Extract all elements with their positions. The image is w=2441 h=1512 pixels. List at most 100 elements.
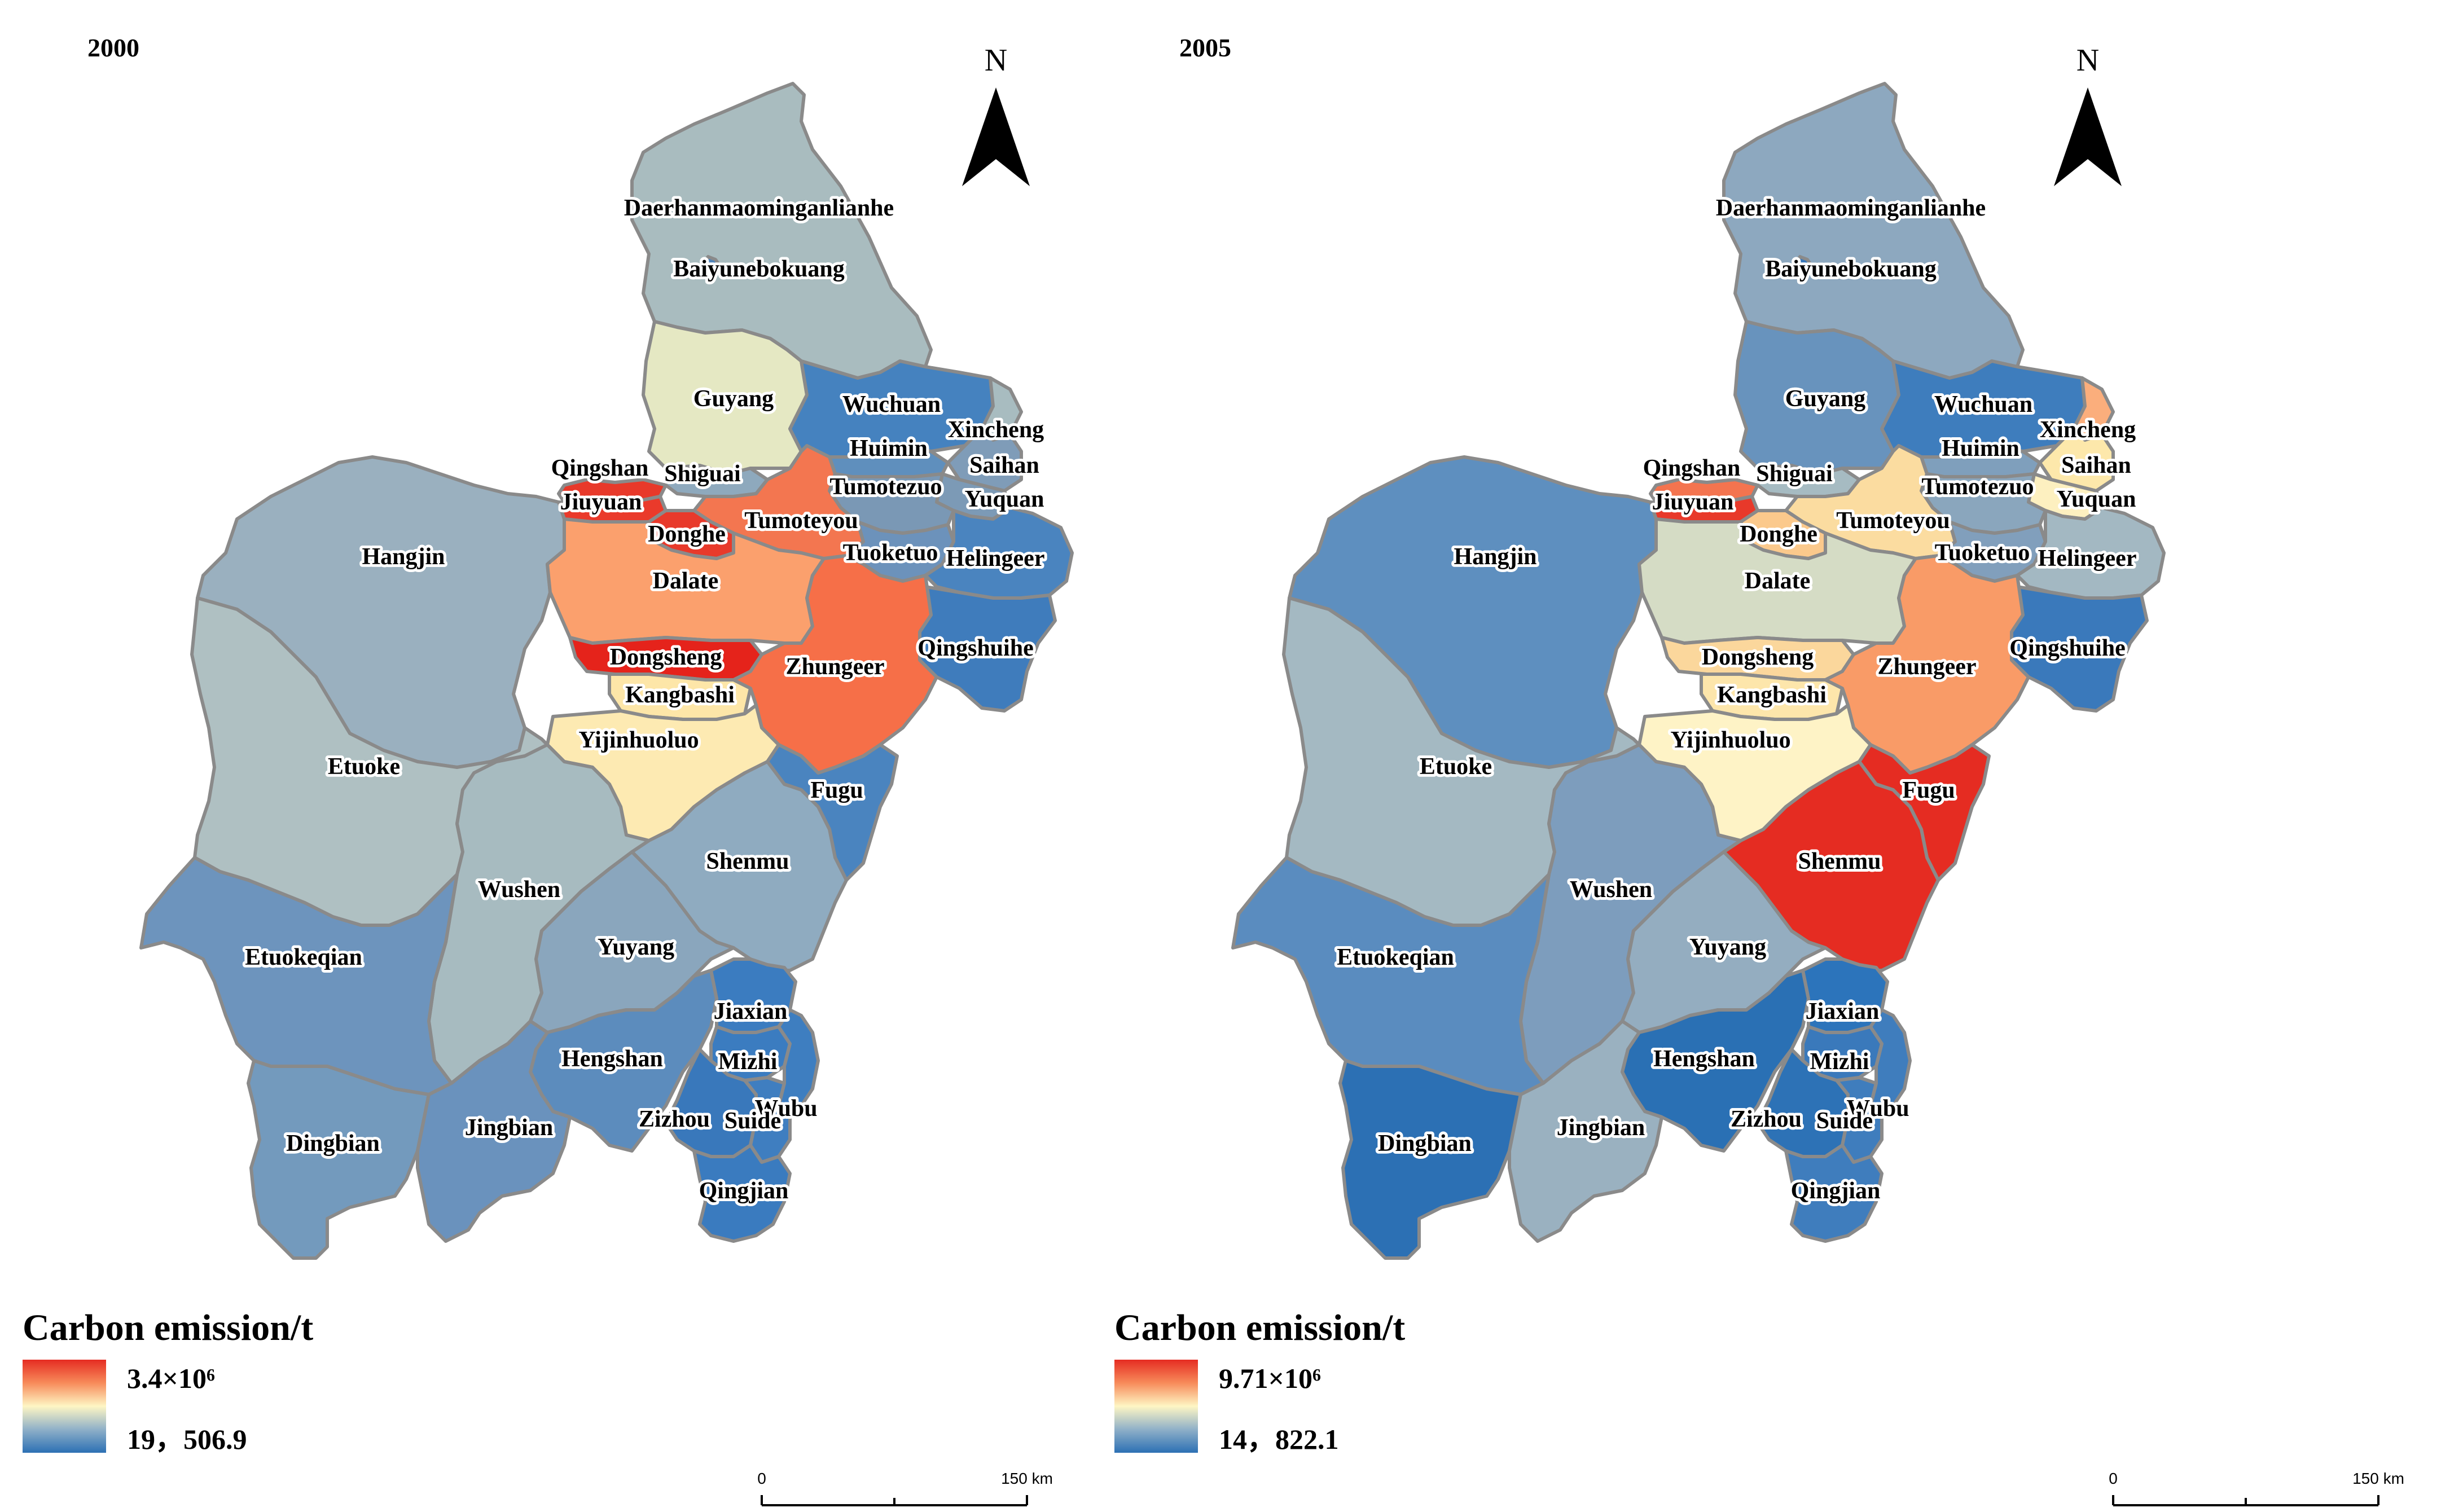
- region-label-wushen: Wushen: [1570, 877, 1652, 903]
- map-year-label: 2000: [87, 33, 139, 62]
- region-label-qingjian: Qingjian: [1791, 1178, 1881, 1204]
- region-label-helingeer: Helingeer: [2038, 546, 2137, 572]
- region-mizhi: [1801, 1025, 1884, 1082]
- legend: Carbon emission/t 9.71×10⁶ 14，822.1: [1114, 1307, 1405, 1455]
- region-suide: [743, 1076, 792, 1164]
- map-year-label: 2005: [1179, 33, 1231, 62]
- region-polygons: [139, 82, 1074, 1260]
- region-label-mizhi: Mizhi: [1810, 1049, 1869, 1075]
- region-label-zhungeer: Zhungeer: [1877, 654, 1976, 680]
- region-label-guyang: Guyang: [693, 386, 774, 412]
- region-label-qingshuihe: Qingshuihe: [2009, 635, 2125, 661]
- region-label-suide: Suide: [1816, 1108, 1873, 1134]
- region-label-jiuyuan: Jiuyuan: [560, 489, 642, 515]
- region-labels: Daerhanmaominganlianhe Guyang Wuchuan Xinch…: [242, 192, 1047, 1207]
- region-label-yijinhuoluo: Yijinhuoluo: [578, 727, 699, 753]
- region-qingjian: [1784, 1144, 1884, 1243]
- region-label-saihan: Saihan: [969, 452, 1039, 478]
- region-jingbian: [416, 1019, 572, 1243]
- legend: Carbon emission/t 3.4×10⁶ 19，506.9: [23, 1307, 313, 1455]
- region-saihan: [2038, 427, 2115, 493]
- region-label-zhungeer: Zhungeer: [785, 654, 884, 680]
- region-label-kangbashi: Kangbashi: [1717, 682, 1827, 708]
- region-label-qingshan: Qingshan: [1643, 455, 1741, 481]
- region-label-yuquan: Yuquan: [2057, 486, 2136, 512]
- north-label: N: [985, 43, 1007, 78]
- region-label-daerhanmaominganlianhe: Daerhanmaominganlianhe: [1716, 195, 1986, 221]
- region-saihan: [946, 427, 1023, 493]
- region-label-jingbian: Jingbian: [1557, 1115, 1645, 1141]
- region-label-dongsheng: Dongsheng: [610, 644, 722, 670]
- north-arrow-icon: [2054, 87, 2122, 186]
- region-dingbian: [1338, 1059, 1522, 1260]
- region-label-kangbashi: Kangbashi: [625, 682, 735, 708]
- region-label-yuyang: Yuyang: [598, 934, 674, 960]
- region-label-shenmu: Shenmu: [1798, 849, 1881, 874]
- region-label-dalate: Dalate: [653, 568, 719, 594]
- region-label-shiguai: Shiguai: [1756, 461, 1833, 487]
- legend-color-ramp: [23, 1360, 106, 1453]
- region-label-qingshuihe: Qingshuihe: [917, 635, 1033, 661]
- region-label-zizhou: Zizhou: [1731, 1106, 1802, 1132]
- region-label-etuokeqian: Etuokeqian: [245, 944, 362, 970]
- map-panel-2005: 2005 Daerhanmaominganlianhe Guyang Wuchuan X…: [1114, 33, 2404, 1506]
- scale-end-label: 150 km: [2352, 1470, 2404, 1487]
- region-qingjian: [692, 1144, 792, 1243]
- region-label-guyang: Guyang: [1785, 386, 1865, 412]
- region-label-daerhanmaominganlianhe: Daerhanmaominganlianhe: [624, 195, 894, 221]
- region-label-saihan: Saihan: [2061, 452, 2131, 478]
- region-label-baiyunebokuang: Baiyunebokuang: [673, 256, 844, 282]
- region-label-jiaxian: Jiaxian: [1806, 999, 1880, 1025]
- region-baiyunebokuang: [703, 255, 722, 276]
- region-dingbian: [247, 1059, 431, 1260]
- scale-start-label: 0: [2109, 1470, 2118, 1487]
- legend-title: Carbon emission/t: [23, 1307, 313, 1348]
- region-label-etuokeqian: Etuokeqian: [1337, 944, 1454, 970]
- region-label-huimin: Huimin: [1942, 436, 2019, 461]
- region-label-etuoke: Etuoke: [1420, 754, 1492, 780]
- scale-end-label: 150 km: [1001, 1470, 1053, 1487]
- region-label-qingjian: Qingjian: [699, 1178, 789, 1204]
- region-wubu: [777, 1008, 820, 1119]
- scale-bar: 0 150 km: [757, 1470, 1053, 1506]
- region-label-tumoteyou: Tumoteyou: [1836, 508, 1950, 534]
- legend-max-label: 3.4×10⁶: [127, 1362, 215, 1394]
- map-panel-2000: 2000 Daerhanmaominganlianhe Guyang Wuchuan X…: [23, 33, 1074, 1506]
- north-arrow-icon: [962, 87, 1030, 186]
- region-baiyunebokuang: [1794, 255, 1814, 276]
- region-label-dingbian: Dingbian: [286, 1131, 380, 1157]
- region-label-tumoteyou: Tumoteyou: [744, 508, 858, 534]
- region-label-helingeer: Helingeer: [946, 546, 1045, 572]
- north-label: N: [2076, 43, 2099, 78]
- legend-title: Carbon emission/t: [1114, 1307, 1405, 1348]
- region-label-xincheng: Xincheng: [948, 417, 1044, 443]
- region-label-yijinhuoluo: Yijinhuoluo: [1670, 727, 1790, 753]
- region-jingbian: [1508, 1019, 1663, 1243]
- region-label-donghe: Donghe: [1740, 521, 1817, 547]
- region-label-fugu: Fugu: [1902, 777, 1955, 803]
- region-label-jingbian: Jingbian: [465, 1115, 553, 1141]
- region-label-wushen: Wushen: [478, 877, 560, 903]
- region-polygons: [1231, 82, 2166, 1260]
- region-label-hengshan: Hengshan: [561, 1046, 663, 1072]
- scale-start-label: 0: [757, 1470, 766, 1487]
- region-suide: [1835, 1076, 1884, 1164]
- region-label-wubu: Wubu: [1846, 1096, 1909, 1122]
- region-wubu: [1869, 1008, 1912, 1119]
- region-labels: Daerhanmaominganlianhe Guyang Wuchuan Xinch…: [1334, 192, 2139, 1207]
- legend-max-label: 9.71×10⁶: [1219, 1362, 1321, 1394]
- region-label-tuoketuo: Tuoketuo: [843, 540, 938, 566]
- legend-color-ramp: [1114, 1360, 1198, 1453]
- region-label-suide: Suide: [725, 1108, 781, 1134]
- region-label-hangjin: Hangjin: [362, 544, 445, 570]
- region-label-dalate: Dalate: [1745, 568, 1811, 594]
- region-label-tuoketuo: Tuoketuo: [1935, 540, 2030, 566]
- region-label-zizhou: Zizhou: [639, 1106, 710, 1132]
- region-label-yuyang: Yuyang: [1689, 934, 1766, 960]
- legend-min-label: 19，506.9: [127, 1423, 247, 1455]
- region-label-jiuyuan: Jiuyuan: [1652, 489, 1734, 515]
- region-label-tumotezuo: Tumotezuo: [1921, 474, 2034, 500]
- region-label-qingshan: Qingshan: [551, 455, 649, 481]
- region-label-yuquan: Yuquan: [965, 486, 1044, 512]
- region-mizhi: [709, 1025, 792, 1082]
